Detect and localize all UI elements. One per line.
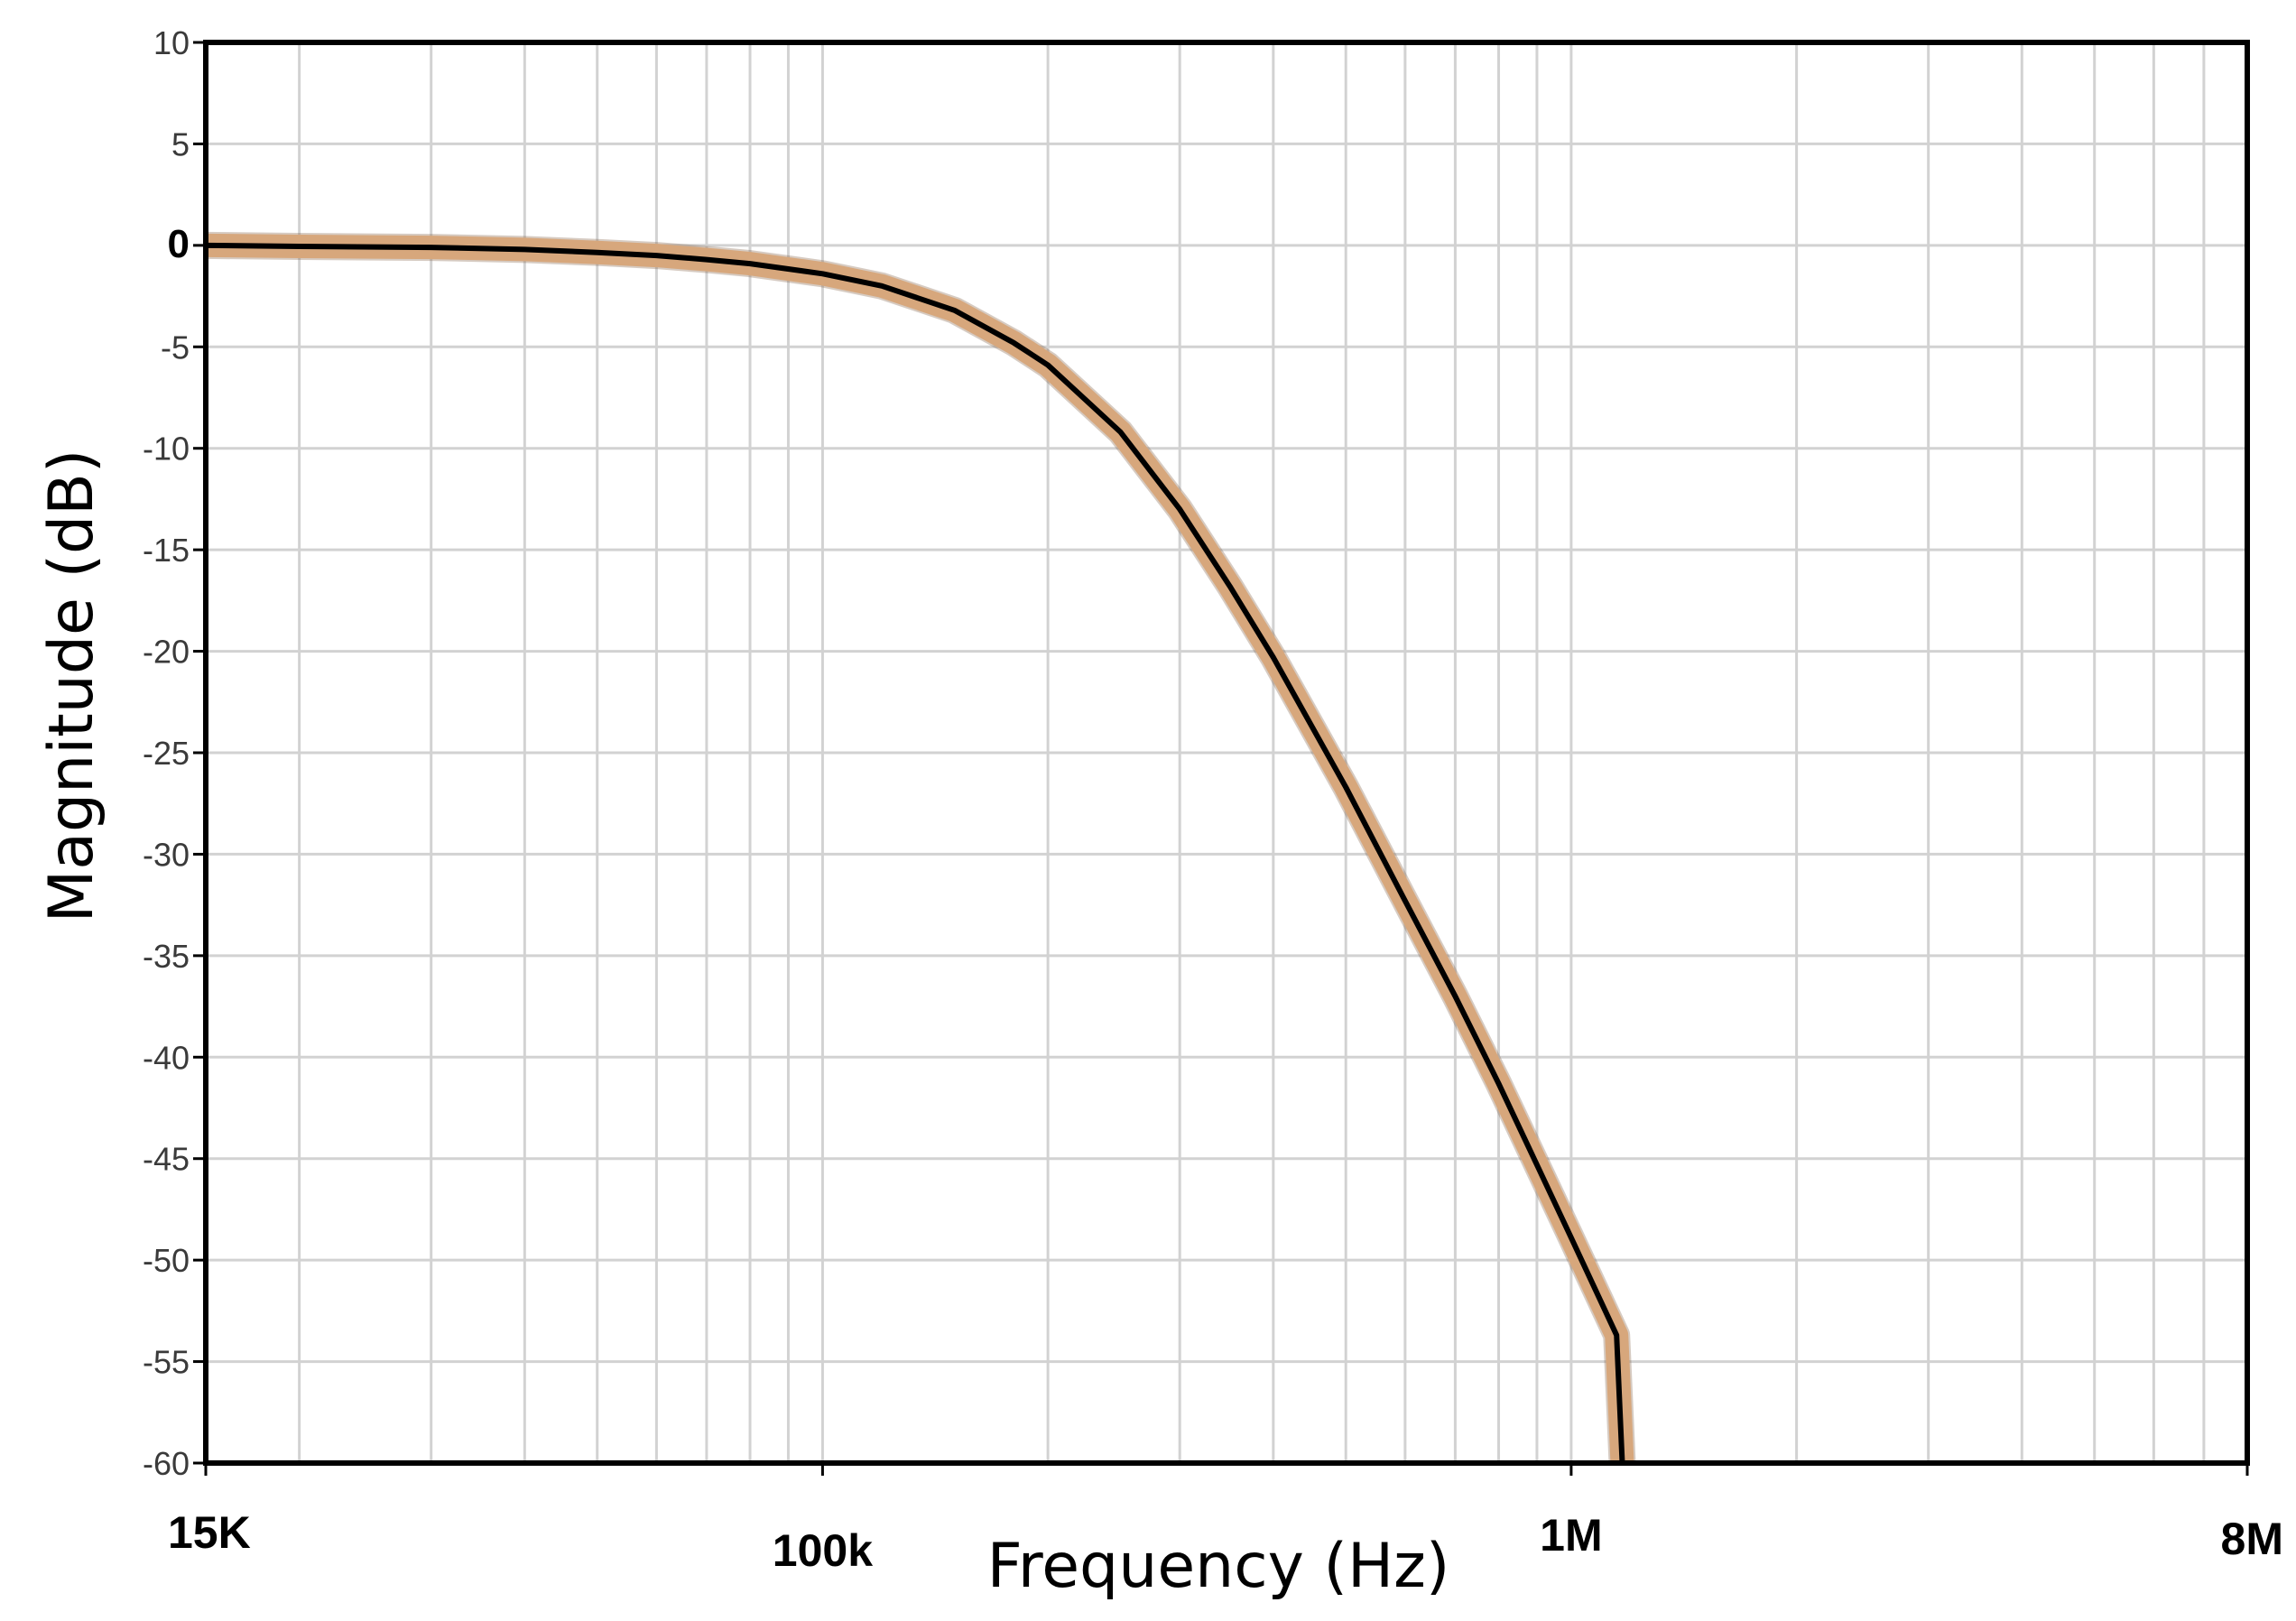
y-tick-label: 0 [168, 222, 190, 266]
y-axis-title: Magnitude (dB) [36, 449, 107, 923]
grid [206, 41, 2247, 1465]
y-tick-label: -25 [143, 735, 190, 772]
x-tick-label: 8M [2221, 1514, 2283, 1564]
y-tick-label: 10 [153, 24, 190, 61]
y-tick-label: -60 [143, 1445, 190, 1482]
x-tick-label: 15K [168, 1507, 251, 1558]
y-axis-ticks: 10 5 0 -5 -10 -15 -20 -25 -30 -35 -40 -45 -50 -55 -60 [143, 24, 206, 1482]
y-tick-label: -45 [143, 1141, 190, 1178]
y-tick-label: -50 [143, 1242, 190, 1279]
y-tick-label: -15 [143, 532, 190, 569]
y-tick-label: -40 [143, 1039, 190, 1076]
response-line-path [205, 242, 1625, 1464]
x-axis-ticks: 15K 100k 1M 8M [168, 1463, 2283, 1576]
y-tick-label: -5 [161, 329, 190, 366]
y-tick-label: -35 [143, 938, 190, 975]
x-axis-title: Frequency (Hz) [987, 1531, 1450, 1602]
x-tick-label: 100k [773, 1525, 873, 1576]
y-tick-label: -55 [143, 1344, 190, 1381]
y-tick-label: -30 [143, 836, 190, 873]
y-tick-label: -20 [143, 634, 190, 671]
y-tick-label: -10 [143, 431, 190, 468]
x-tick-label: 1M [1540, 1510, 1602, 1561]
response-line [205, 242, 1625, 1464]
y-tick-label: 5 [171, 125, 190, 162]
